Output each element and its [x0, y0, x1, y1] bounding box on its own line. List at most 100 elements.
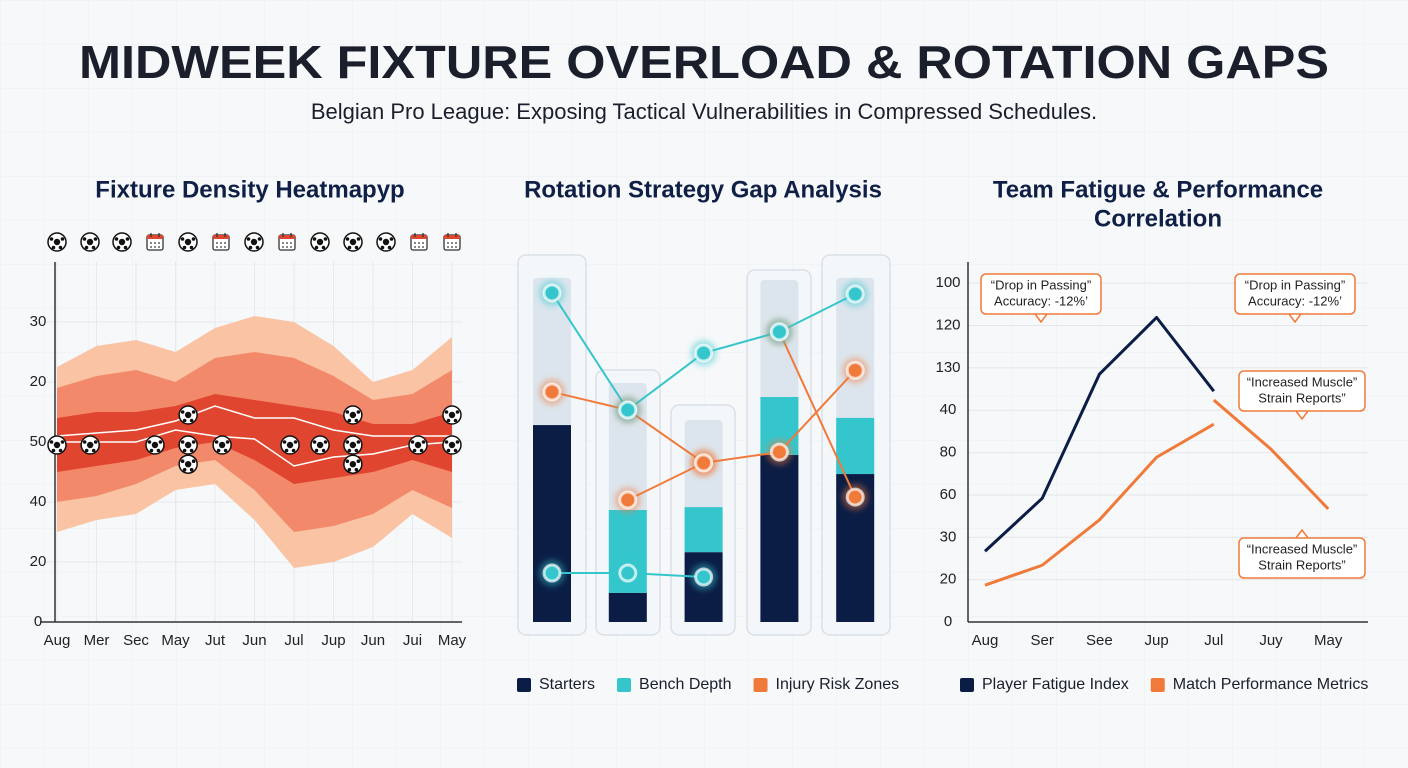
- x-tick-label: Aug: [972, 632, 999, 649]
- legend-label: Starters: [539, 676, 595, 693]
- page-title: MIDWEEK FIXTURE OVERLOAD & ROTATION GAPS: [79, 36, 1329, 88]
- bar: [760, 454, 799, 622]
- legend-swatch: [517, 678, 531, 692]
- x-tick-label: Jut: [205, 632, 226, 649]
- fixture-marker: [280, 435, 300, 455]
- point: [769, 322, 789, 342]
- fixture-marker: [80, 435, 100, 455]
- x-tick-label: Ser: [1031, 632, 1054, 649]
- trend-line: [57, 429, 453, 467]
- connector-line: [627, 461, 705, 501]
- point: [845, 487, 865, 507]
- annotation-box: [980, 273, 1102, 315]
- bar: [533, 425, 571, 622]
- annotation-text: “Increased Muscle”: [1247, 374, 1358, 389]
- x-tick-label: May: [161, 632, 190, 649]
- x-tick-label: Juy: [1259, 632, 1283, 649]
- annotation-text: Accuracy: -12%’: [1248, 293, 1342, 308]
- y-tick-label: 20: [30, 553, 47, 570]
- annotation-box: [1238, 537, 1366, 579]
- fixture-marker: [145, 435, 165, 455]
- annotation-box: [1238, 370, 1366, 412]
- y-tick-label: 30: [30, 313, 47, 330]
- x-tick-label: Jui: [403, 632, 422, 649]
- annotation-text: Strain Reports”: [1258, 557, 1345, 572]
- point: [694, 453, 714, 473]
- fixture-marker: [178, 435, 198, 455]
- point: [542, 283, 562, 303]
- y-tick-label: 20: [940, 571, 957, 588]
- annotation-pointer: [1288, 313, 1302, 324]
- x-tick-label: May: [438, 632, 467, 649]
- y-tick-label: 20: [30, 373, 47, 390]
- x-tick-label: Mer: [84, 632, 110, 649]
- chart-title: Team Fatigue & Performance: [993, 176, 1323, 203]
- fixture-marker: [310, 435, 330, 455]
- y-tick-label: 130: [935, 359, 960, 376]
- trend-line: [56, 405, 452, 437]
- annotation-text: Strain Reports”: [1258, 390, 1345, 405]
- point: [694, 567, 714, 587]
- bar: [608, 592, 647, 622]
- legend-swatch: [960, 678, 974, 692]
- fixture-marker: [343, 405, 363, 425]
- x-tick-label: Jun: [361, 632, 385, 649]
- fixture-marker: [178, 454, 198, 474]
- y-tick-label: 30: [940, 528, 957, 545]
- point: [618, 563, 638, 583]
- legend-swatch: [1150, 678, 1165, 692]
- annotation-pointer: [1295, 528, 1309, 539]
- connector-line: [778, 331, 857, 498]
- chart-title: Correlation: [1094, 205, 1222, 232]
- fixture-marker: [343, 435, 363, 455]
- legend-swatch: [753, 678, 768, 692]
- point: [618, 400, 638, 420]
- point: [618, 490, 638, 510]
- x-tick-label: See: [1086, 632, 1113, 649]
- page-subtitle: Belgian Pro League: Exposing Tactical Vu…: [311, 99, 1097, 124]
- y-tick-label: 40: [940, 401, 957, 418]
- annotation-text: “Drop in Passing”: [1245, 277, 1345, 292]
- y-tick-label: 50: [30, 433, 47, 450]
- fixture-marker: [442, 435, 462, 455]
- point: [845, 360, 865, 380]
- legend-label: Bench Depth: [639, 676, 732, 693]
- x-tick-label: Jup: [1145, 632, 1169, 649]
- point: [845, 284, 865, 304]
- chart-title: Fixture Density Heatmapyp: [95, 176, 404, 203]
- series-line: [983, 315, 1215, 553]
- legend-label: Injury Risk Zones: [776, 676, 900, 693]
- y-tick-label: 100: [935, 274, 960, 291]
- annotation-text: “Drop in Passing”: [991, 277, 1091, 292]
- annotation-text: “Increased Muscle”: [1247, 541, 1358, 556]
- fixture-marker: [212, 435, 232, 455]
- x-tick-label: Jul: [284, 632, 303, 649]
- fixture-marker: [343, 454, 363, 474]
- series-line: [984, 422, 1215, 587]
- y-tick-label: 0: [34, 613, 42, 630]
- x-tick-label: May: [1314, 632, 1343, 649]
- y-tick-label: 0: [944, 613, 952, 630]
- annotation-pointer: [1034, 313, 1048, 324]
- bar: [836, 417, 875, 475]
- point: [694, 343, 714, 363]
- y-tick-label: 40: [30, 493, 47, 510]
- annotation-pointer: [1295, 410, 1309, 421]
- legend-label: Player Fatigue Index: [982, 676, 1129, 693]
- y-tick-label: 120: [935, 316, 960, 333]
- bar: [684, 507, 723, 553]
- legend-swatch: [617, 678, 632, 692]
- x-tick-label: Jul: [1204, 632, 1223, 649]
- series-line: [1212, 398, 1330, 510]
- y-tick-label: 60: [940, 486, 957, 503]
- annotation-box: [1234, 273, 1356, 315]
- point: [769, 442, 789, 462]
- x-tick-label: Aug: [44, 632, 71, 649]
- x-tick-label: Jun: [242, 632, 266, 649]
- x-tick-label: Jup: [321, 632, 345, 649]
- fixture-marker: [408, 435, 428, 455]
- fixture-marker: [442, 405, 462, 425]
- annotation-text: Accuracy: -12%’: [994, 293, 1088, 308]
